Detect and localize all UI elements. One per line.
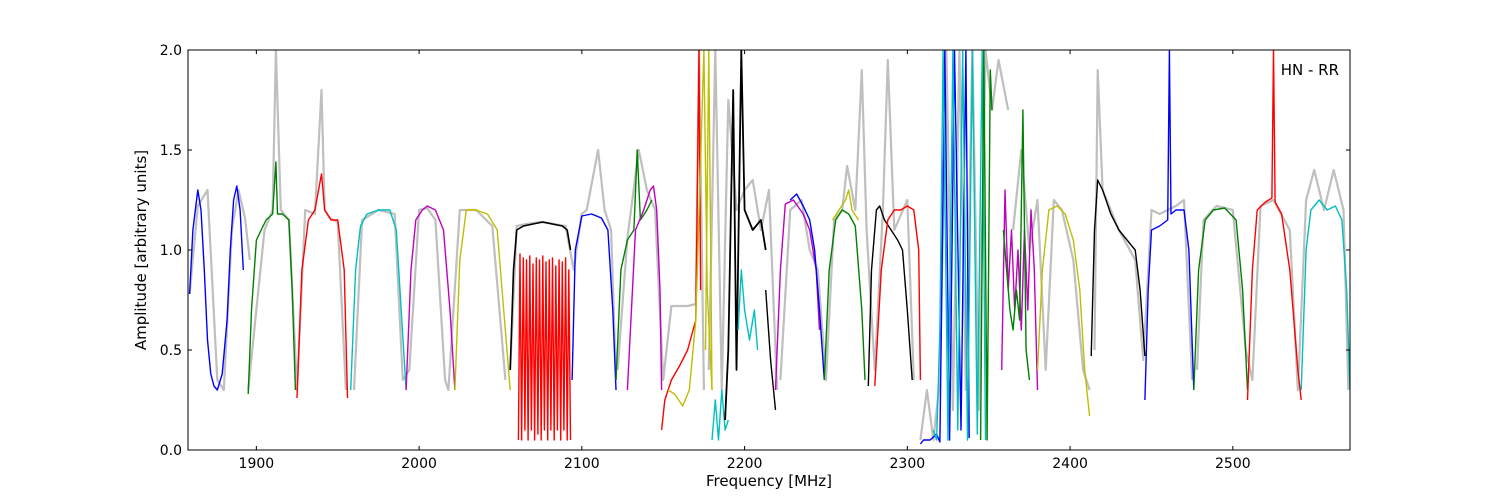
- series-line-green: [1002, 109, 1031, 381]
- series-line-gray: [352, 206, 507, 392]
- series-line-magenta: [626, 185, 663, 391]
- series-line-red: [874, 205, 922, 387]
- series-line-blue: [571, 213, 617, 391]
- series-line-green: [615, 149, 653, 381]
- x-axis-label: Frequency [MHz]: [706, 472, 832, 490]
- series-line-gray: [1195, 168, 1350, 392]
- series-line-gray: [707, 50, 779, 392]
- series-line-cyan: [350, 209, 407, 391]
- series-line-magenta: [405, 205, 456, 391]
- series-line-red: [660, 50, 702, 431]
- y-tick-label: 0.0: [160, 443, 182, 459]
- series-line-blue: [188, 185, 244, 391]
- series-line-gray: [919, 50, 1010, 442]
- y-axis-ticks: 0.0 0.5 1.0 1.5 2.0: [160, 43, 1350, 459]
- series-line-blue: [919, 50, 970, 445]
- series-line-olive: [704, 50, 713, 391]
- plot-lines: [188, 50, 1350, 445]
- series-line-olive: [454, 209, 511, 391]
- y-axis-label: Amplitude [arbitrary units]: [132, 150, 150, 350]
- series-line-olive: [667, 50, 713, 407]
- series-line-black: [509, 221, 572, 371]
- plot-annotation: HN - RR: [1281, 61, 1339, 79]
- series-line-olive: [831, 189, 860, 221]
- y-tick-label: 1.0: [160, 243, 182, 259]
- y-tick-label: 1.5: [160, 143, 182, 159]
- series-line-red: [296, 173, 349, 399]
- series-line-cyan: [737, 269, 759, 351]
- series-line-green: [979, 50, 993, 441]
- series-line-gray: [188, 188, 251, 392]
- series-line-black: [765, 289, 777, 411]
- x-tick-label: 1900: [239, 456, 275, 472]
- series-line-green: [247, 161, 297, 395]
- series-line-gray: [1093, 68, 1194, 381]
- y-tick-label: 0.5: [160, 343, 182, 359]
- plot-frame: [187, 49, 1351, 451]
- x-axis-ticks: 1900 2000 2100 2200 2300 2400 2500: [239, 50, 1251, 472]
- series-line-green: [823, 209, 866, 381]
- series-line-olive: [1036, 205, 1091, 417]
- series-line-green: [1193, 207, 1249, 391]
- series-line-red: [1246, 50, 1302, 401]
- x-tick-label: 2400: [1052, 456, 1088, 472]
- x-tick-label: 2100: [564, 456, 600, 472]
- x-tick-label: 2200: [727, 456, 763, 472]
- series-line-black: [1090, 179, 1146, 357]
- x-tick-label: 2000: [401, 456, 437, 472]
- series-line-blue: [1144, 50, 1195, 401]
- series-line-gray: [1012, 148, 1091, 391]
- series-line-gray: [779, 58, 915, 382]
- series-line-red: [517, 253, 572, 441]
- x-tick-label: 2300: [890, 456, 926, 472]
- series-line-cyan: [1300, 199, 1350, 391]
- series-line-cyan: [932, 50, 987, 441]
- series-line-blue: [789, 193, 825, 381]
- series-line-cyan: [711, 389, 729, 441]
- x-tick-label: 2500: [1215, 456, 1251, 472]
- series-line-black: [724, 50, 767, 421]
- y-tick-label: 2.0: [160, 43, 182, 59]
- series-line-gray: [509, 148, 618, 381]
